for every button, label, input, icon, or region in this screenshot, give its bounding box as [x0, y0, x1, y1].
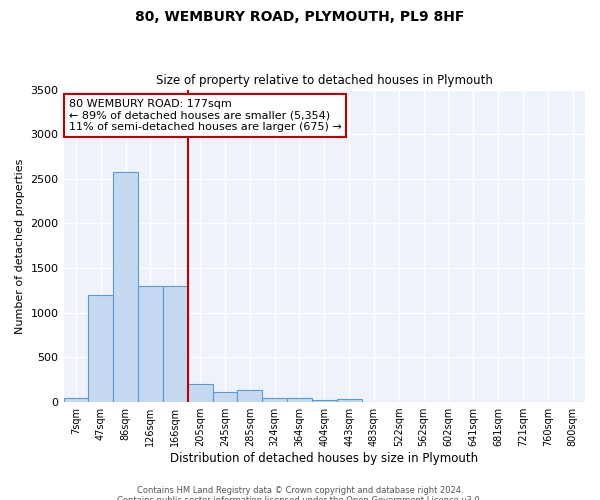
Bar: [138, 286, 163, 402]
Y-axis label: Number of detached properties: Number of detached properties: [15, 158, 25, 334]
Bar: [238, 390, 262, 402]
Title: Size of property relative to detached houses in Plymouth: Size of property relative to detached ho…: [156, 74, 493, 87]
Bar: [88, 295, 113, 402]
Text: 80, WEMBURY ROAD, PLYMOUTH, PL9 8HF: 80, WEMBURY ROAD, PLYMOUTH, PL9 8HF: [136, 10, 464, 24]
Text: 80 WEMBURY ROAD: 177sqm
← 89% of detached houses are smaller (5,354)
11% of semi: 80 WEMBURY ROAD: 177sqm ← 89% of detache…: [69, 99, 341, 132]
X-axis label: Distribution of detached houses by size in Plymouth: Distribution of detached houses by size …: [170, 452, 478, 465]
Bar: [212, 392, 238, 402]
Bar: [287, 398, 312, 402]
Bar: [262, 398, 287, 402]
Bar: [337, 399, 362, 402]
Text: Contains public sector information licensed under the Open Government Licence v3: Contains public sector information licen…: [118, 496, 482, 500]
Text: Contains HM Land Registry data © Crown copyright and database right 2024.: Contains HM Land Registry data © Crown c…: [137, 486, 463, 495]
Bar: [163, 286, 188, 402]
Bar: [64, 398, 88, 402]
Bar: [113, 172, 138, 402]
Bar: [312, 400, 337, 402]
Bar: [188, 384, 212, 402]
